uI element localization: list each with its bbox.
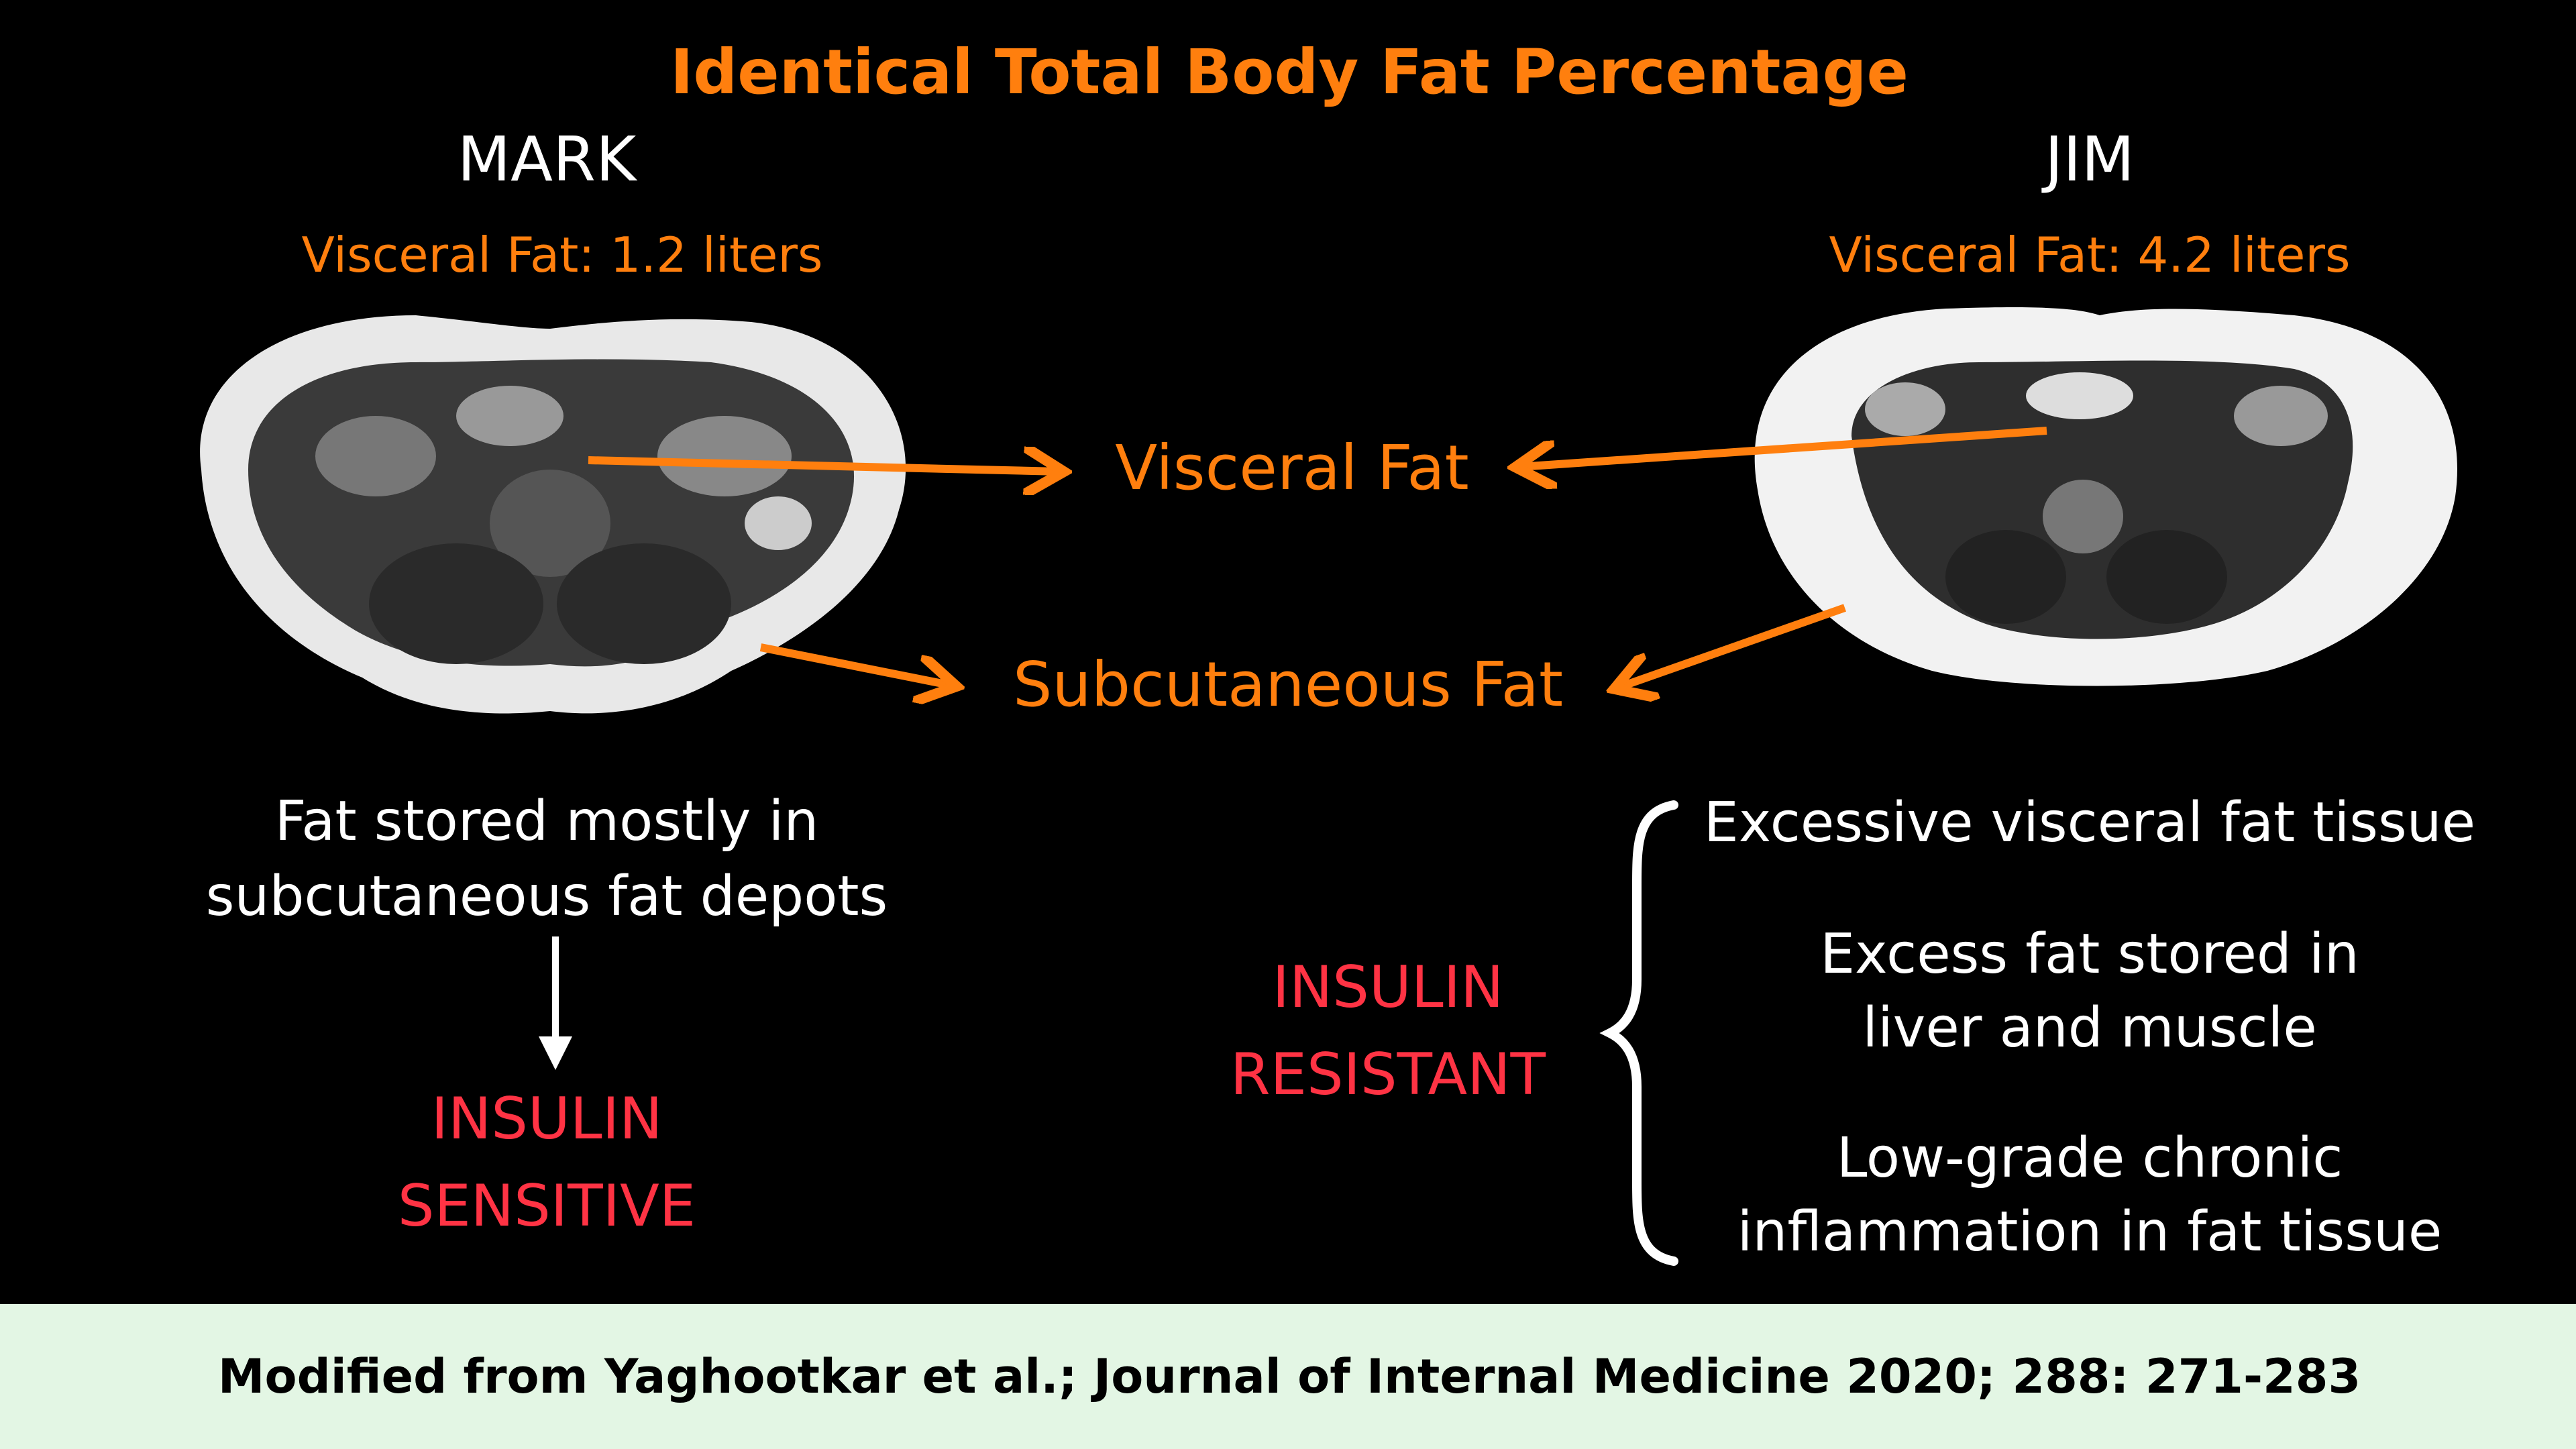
jim-point-2-line2: liver and muscle: [1862, 996, 2317, 1060]
jim-point-3-line1: Low-grade chronic: [1836, 1126, 2343, 1190]
mri-scan-jim: [1754, 307, 2457, 686]
outcome-resistant-line2: RESISTANT: [1230, 1041, 1546, 1108]
arrow-subcutaneous-left: [759, 643, 953, 686]
mark-description-line1: Fat stored mostly in: [274, 790, 819, 853]
jim-point-1: Excessive visceral fat tissue: [1703, 791, 2476, 855]
name-mark: MARK: [457, 123, 637, 195]
arrow-subcutaneous-right: [1618, 604, 1846, 688]
citation: Modified from Yaghootkar et al.; Journal…: [217, 1349, 2361, 1404]
label-subcutaneous-fat: Subcutaneous Fat: [1012, 649, 1564, 720]
outcome-sensitive-line2: SENSITIVE: [397, 1173, 696, 1240]
page-title: Identical Total Body Fat Percentage: [670, 36, 1909, 108]
arrow-visceral-left: [588, 460, 1060, 472]
outcome-sensitive-line1: INSULIN: [431, 1085, 663, 1152]
jim-point-3-line2: inflammation in fat tissue: [1737, 1200, 2443, 1264]
visceral-fat-jim: Visceral Fat: 4.2 liters: [1829, 227, 2351, 283]
outcome-resistant-line1: INSULIN: [1272, 954, 1504, 1021]
jim-point-2-line1: Excess fat stored in: [1820, 922, 2359, 986]
curly-brace-icon: [1599, 800, 1678, 1266]
arrow-visceral-right: [1519, 427, 2047, 467]
name-jim: JIM: [2045, 123, 2135, 195]
mri-scan-mark: [200, 315, 906, 714]
label-visceral-fat: Visceral Fat: [1115, 432, 1469, 504]
footer-bar: Modified from Yaghootkar et al.; Journal…: [0, 1304, 2576, 1449]
mark-description-line2: subcutaneous fat depots: [205, 865, 888, 928]
visceral-fat-mark: Visceral Fat: 1.2 liters: [301, 227, 823, 283]
